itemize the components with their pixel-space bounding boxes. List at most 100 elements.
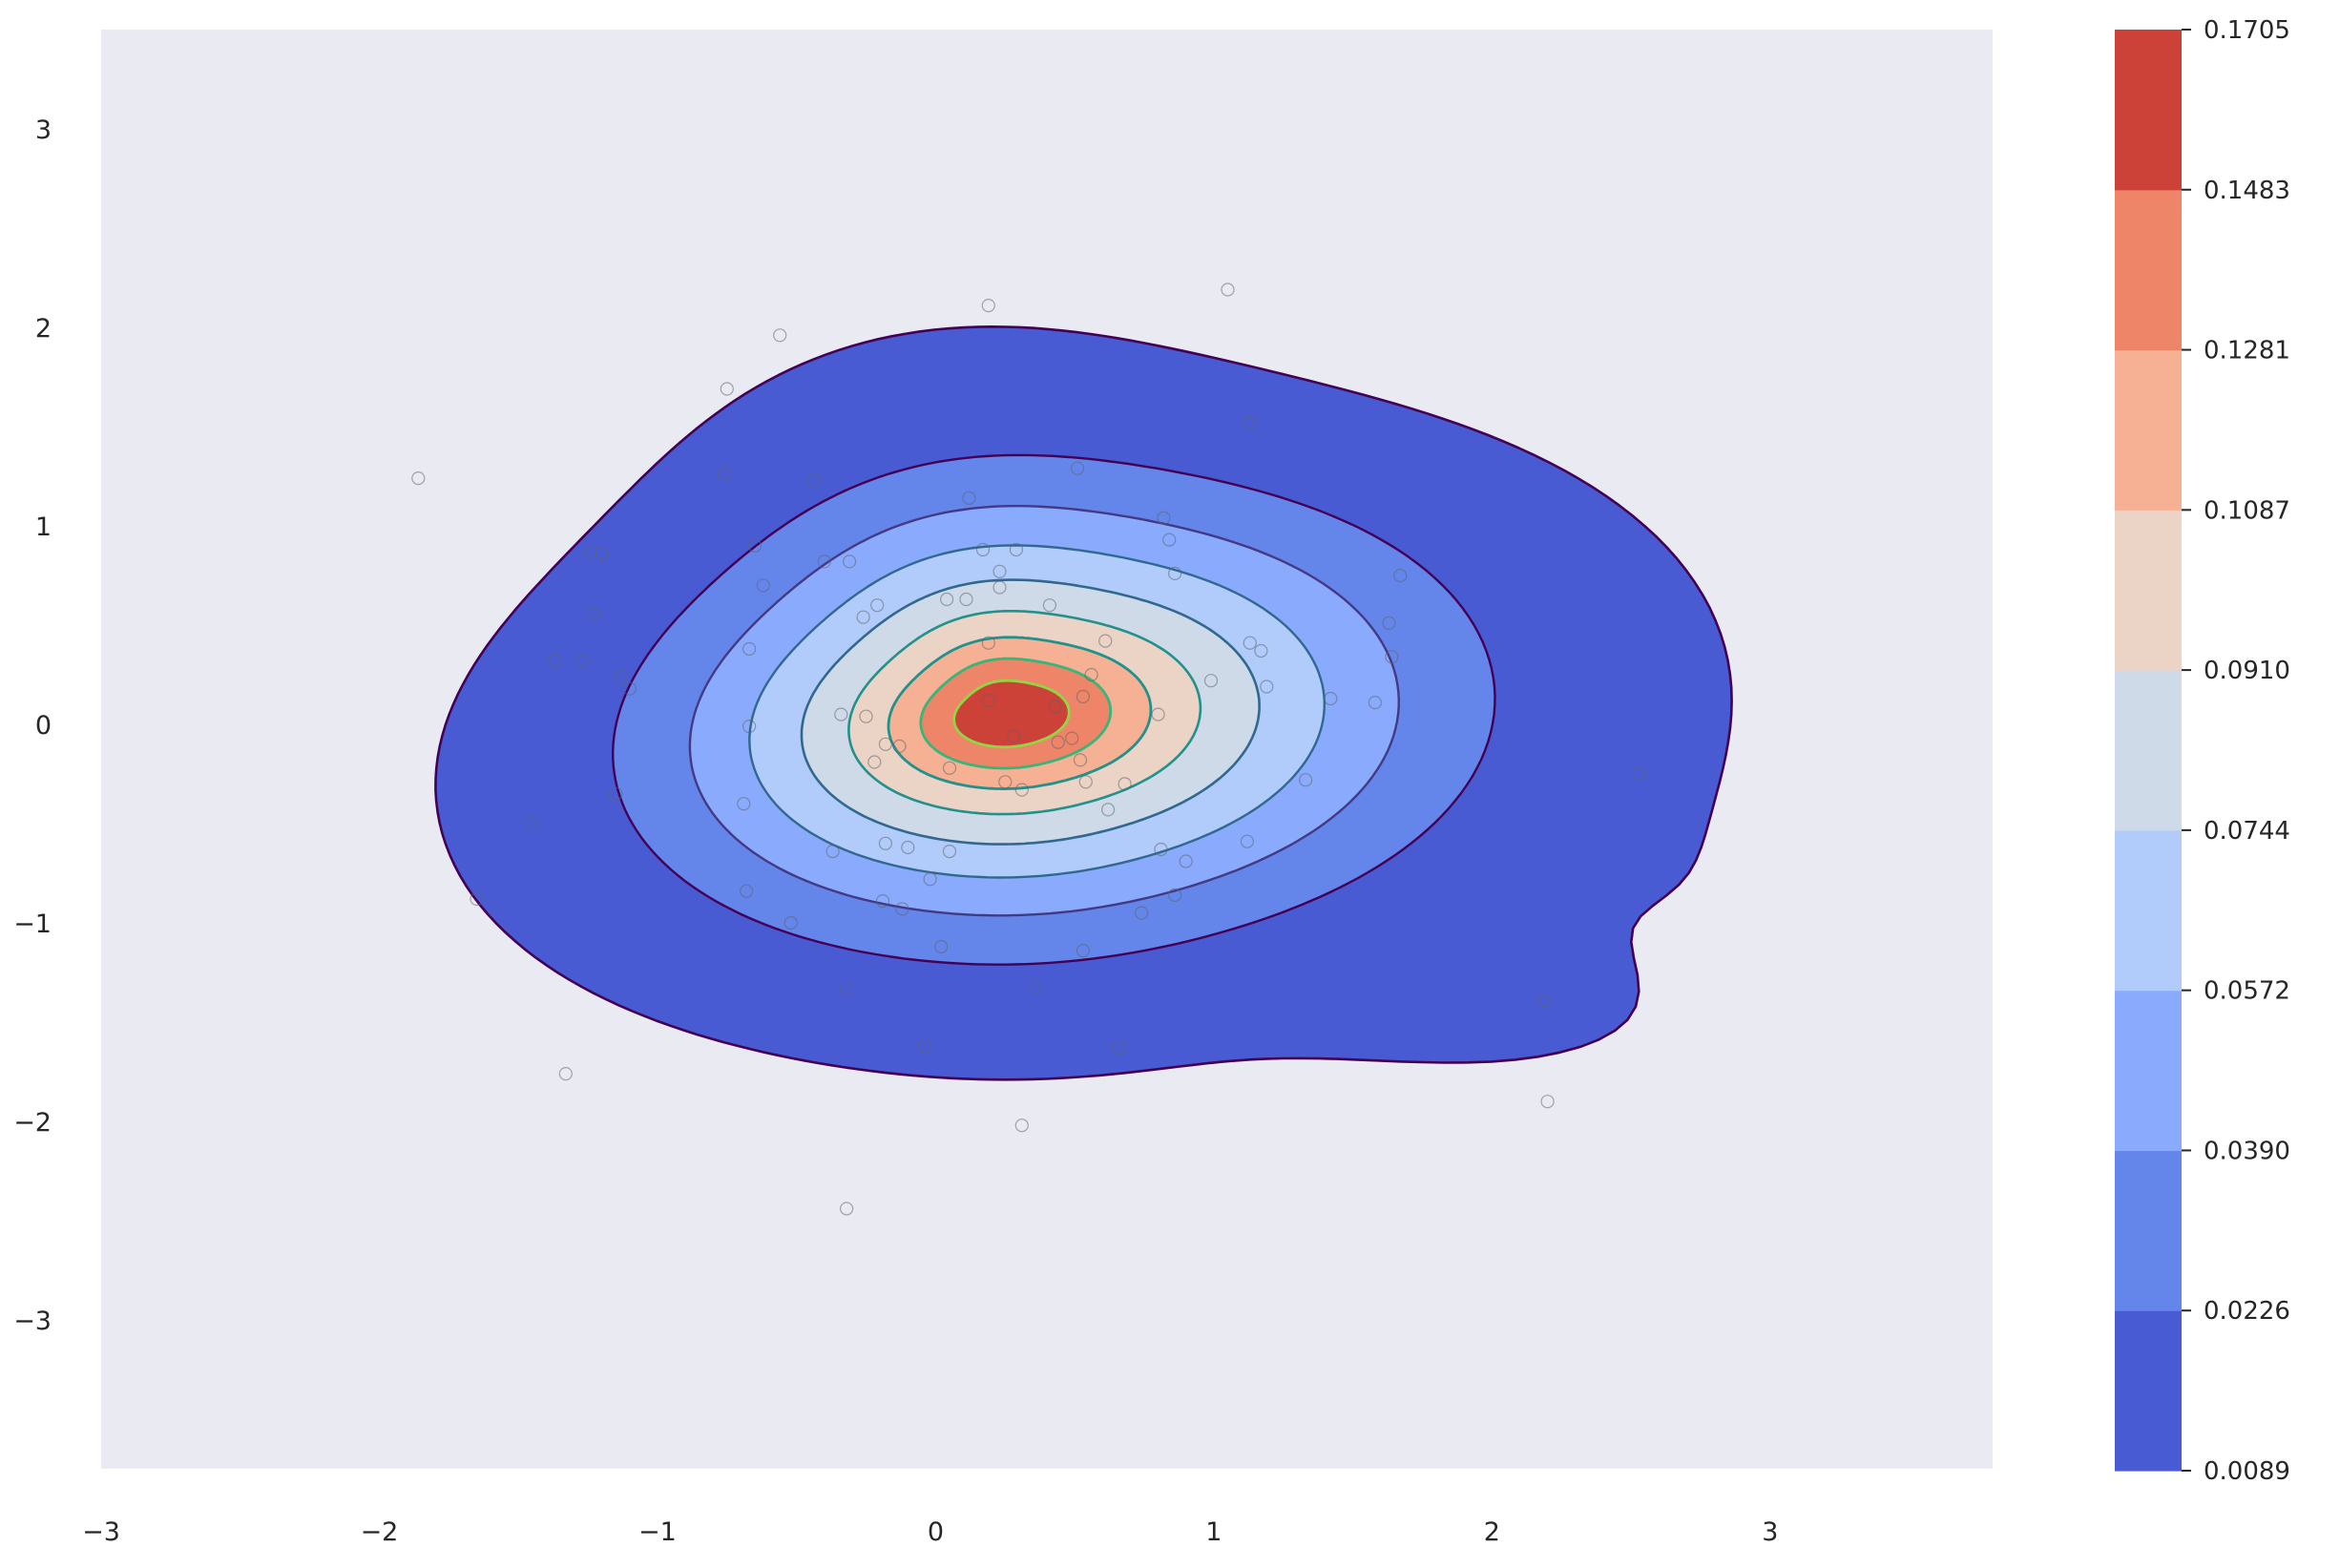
data-point <box>1009 542 1024 557</box>
y-tick-label: 0 <box>35 711 52 741</box>
colorbar-tick-label: 0.0910 <box>2204 657 2290 685</box>
data-point <box>717 467 732 481</box>
colorbar-tick-label: 0.0390 <box>2204 1137 2290 1165</box>
y-tick-label: 2 <box>35 314 52 344</box>
data-point <box>1385 650 1399 664</box>
axis-ticks: −3 −2 −1 0 1 2 3 −3 −2 −1 0 1 2 3 <box>13 115 1778 1547</box>
data-point <box>1157 511 1171 525</box>
data-point <box>959 592 973 607</box>
data-point <box>923 872 937 887</box>
data-point <box>1260 679 1274 694</box>
x-tick-label: 2 <box>1484 1517 1500 1547</box>
data-point <box>1632 766 1646 782</box>
data-point <box>878 737 893 751</box>
colorbar-band <box>2115 189 2182 351</box>
data-point <box>895 902 909 916</box>
colorbar-band <box>2115 30 2182 191</box>
data-point <box>806 473 821 488</box>
data-point <box>998 775 1013 789</box>
colorbar-band <box>2115 1310 2182 1472</box>
data-point <box>825 844 840 859</box>
data-point <box>756 578 770 593</box>
data-point <box>1076 689 1091 704</box>
data-point <box>901 840 915 855</box>
data-point <box>1368 695 1383 710</box>
data-point <box>878 836 893 850</box>
colorbar-tick-label: 0.1483 <box>2204 177 2290 205</box>
data-point <box>1298 773 1313 787</box>
data-point <box>1382 616 1396 631</box>
data-point <box>942 844 957 859</box>
data-point <box>939 592 954 607</box>
data-point <box>1100 803 1116 817</box>
colorbar-band <box>2115 510 2182 671</box>
data-point <box>1167 566 1182 581</box>
data-point <box>1078 775 1093 789</box>
data-point <box>892 739 907 754</box>
data-point <box>842 554 857 569</box>
data-point <box>917 1038 931 1054</box>
data-point <box>1006 729 1021 743</box>
data-point <box>1070 461 1085 475</box>
data-point <box>1203 674 1219 688</box>
data-point <box>747 538 763 553</box>
colorbar-tick-label: 0.0744 <box>2204 817 2290 846</box>
data-point <box>859 709 873 723</box>
data-point <box>773 328 787 343</box>
data-point <box>981 636 995 650</box>
colorbar-band <box>2115 829 2182 992</box>
data-point <box>1084 667 1098 682</box>
data-point <box>1118 777 1132 791</box>
data-point <box>609 786 623 801</box>
data-point <box>740 884 754 898</box>
data-point <box>737 797 751 811</box>
data-point <box>1042 598 1057 613</box>
x-tick-label: 1 <box>1205 1517 1222 1547</box>
data-point <box>992 564 1007 578</box>
data-point <box>975 542 991 557</box>
data-point <box>742 719 757 734</box>
data-point <box>1167 888 1182 903</box>
data-point <box>525 816 539 831</box>
y-tick-label: −2 <box>13 1108 52 1138</box>
colorbar-tick-label: 0.0089 <box>2204 1457 2290 1486</box>
data-point <box>875 893 890 909</box>
data-point <box>839 1202 854 1216</box>
data-point <box>1073 753 1088 767</box>
data-point <box>942 761 957 775</box>
data-point <box>783 915 798 930</box>
data-point <box>622 681 637 696</box>
data-point <box>962 491 976 506</box>
colorbar-band <box>2115 990 2182 1152</box>
colorbar-tick-label: 0.1087 <box>2204 496 2290 525</box>
colorbar: 0.0089 0.0226 0.0390 0.0572 0.0744 0.0910 0.10… <box>2115 16 2290 1486</box>
data-point <box>1240 834 1255 848</box>
data-point <box>834 707 848 721</box>
data-point <box>981 299 995 313</box>
data-point <box>470 891 484 907</box>
colorbar-tick-label: 0.0572 <box>2204 977 2290 1006</box>
data-point <box>1014 783 1029 797</box>
y-tick-label: 1 <box>35 512 52 542</box>
data-point <box>742 641 757 657</box>
data-point <box>1154 842 1168 857</box>
data-point <box>1134 906 1149 920</box>
data-point <box>934 939 949 954</box>
data-point <box>981 693 995 708</box>
y-tick-label: 3 <box>35 115 52 145</box>
x-tick-label: 3 <box>1762 1517 1778 1547</box>
data-point <box>547 654 562 668</box>
data-point <box>614 669 629 684</box>
data-point <box>1537 993 1552 1008</box>
data-point <box>1243 636 1257 650</box>
colorbar-band <box>2115 670 2182 831</box>
data-point <box>1014 1119 1029 1133</box>
data-point <box>1243 415 1257 429</box>
x-tick-label: −2 <box>361 1517 399 1547</box>
data-point <box>575 654 590 668</box>
data-point <box>1051 735 1065 749</box>
x-tick-label: −3 <box>82 1517 120 1547</box>
colorbar-band <box>2115 1150 2182 1311</box>
data-point <box>1324 691 1338 706</box>
